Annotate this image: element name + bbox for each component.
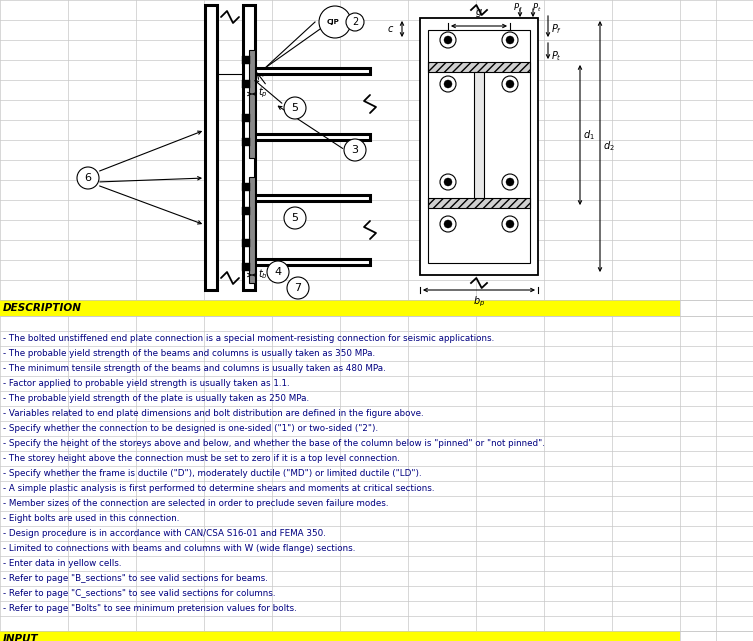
Circle shape — [440, 76, 456, 92]
Bar — [249, 50, 255, 158]
Circle shape — [444, 178, 452, 186]
Circle shape — [502, 32, 518, 48]
Bar — [474, 72, 484, 198]
Text: - The storey height above the connection must be set to zero if it is a top leve: - The storey height above the connection… — [3, 454, 400, 463]
Text: $t_b$: $t_b$ — [258, 267, 268, 281]
Bar — [242, 114, 250, 122]
Text: - A simple plastic analysis is first performed to determine shears and moments a: - A simple plastic analysis is first per… — [3, 484, 434, 493]
Bar — [242, 80, 250, 88]
Text: $g$: $g$ — [475, 7, 483, 19]
Bar — [428, 62, 530, 72]
Text: $P_f$: $P_f$ — [551, 22, 562, 36]
Bar — [249, 177, 255, 283]
Circle shape — [344, 139, 366, 161]
Text: - The bolted unstiffened end plate connection is a special moment-resisting conn: - The bolted unstiffened end plate conne… — [3, 334, 494, 343]
Bar — [242, 207, 250, 215]
Text: $P_t$: $P_t$ — [551, 49, 562, 63]
Text: 2: 2 — [352, 17, 358, 27]
Text: 3: 3 — [352, 145, 358, 155]
Text: CJP: CJP — [327, 19, 340, 25]
Circle shape — [444, 36, 452, 44]
Text: $c$: $c$ — [387, 24, 394, 34]
Circle shape — [506, 80, 514, 88]
Circle shape — [440, 174, 456, 190]
Circle shape — [502, 76, 518, 92]
Text: $P_t$: $P_t$ — [532, 2, 541, 15]
Circle shape — [287, 277, 309, 299]
Bar — [242, 263, 250, 271]
Circle shape — [284, 97, 306, 119]
Bar — [255, 195, 370, 201]
Circle shape — [267, 261, 289, 283]
Circle shape — [77, 167, 99, 189]
Text: - Refer to page "Bolts" to see minimum pretension values for bolts.: - Refer to page "Bolts" to see minimum p… — [3, 604, 297, 613]
Circle shape — [440, 32, 456, 48]
Bar — [0, 300, 680, 316]
Circle shape — [506, 36, 514, 44]
Text: $d_2$: $d_2$ — [603, 140, 614, 153]
Bar — [255, 68, 370, 74]
Text: - Factor applied to probable yield strength is usually taken as 1.1.: - Factor applied to probable yield stren… — [3, 379, 290, 388]
Bar — [255, 259, 370, 265]
Circle shape — [284, 207, 306, 229]
Text: - Specify whether the connection to be designed is one-sided ("1") or two-sided : - Specify whether the connection to be d… — [3, 424, 378, 433]
Circle shape — [444, 220, 452, 228]
Text: - The probable yield strength of the plate is usually taken as 250 MPa.: - The probable yield strength of the pla… — [3, 394, 309, 403]
Bar — [205, 5, 217, 290]
Text: 7: 7 — [294, 283, 301, 293]
Text: 4: 4 — [274, 267, 282, 277]
Text: - The probable yield strength of the beams and columns is usually taken as 350 M: - The probable yield strength of the bea… — [3, 349, 375, 358]
Text: $t_p$: $t_p$ — [258, 86, 268, 100]
Circle shape — [346, 13, 364, 31]
Text: - Enter data in yellow cells.: - Enter data in yellow cells. — [3, 559, 121, 568]
Text: - Variables related to end plate dimensions and bolt distribution are defined in: - Variables related to end plate dimensi… — [3, 409, 424, 418]
Circle shape — [502, 174, 518, 190]
Text: - Design procedure is in accordance with CAN/CSA S16-01 and FEMA 350.: - Design procedure is in accordance with… — [3, 529, 326, 538]
Bar — [255, 134, 370, 140]
Text: 5: 5 — [291, 213, 298, 223]
Bar — [242, 138, 250, 146]
Bar — [0, 631, 680, 641]
Bar — [243, 5, 255, 290]
Circle shape — [502, 216, 518, 232]
Circle shape — [440, 216, 456, 232]
Bar — [242, 183, 250, 191]
Circle shape — [444, 80, 452, 88]
Text: 5: 5 — [291, 103, 298, 113]
Bar — [242, 56, 250, 64]
Text: - Refer to page "C_sections" to see valid sections for columns.: - Refer to page "C_sections" to see vali… — [3, 589, 276, 598]
Bar — [242, 239, 250, 247]
Text: DESCRIPTION: DESCRIPTION — [3, 303, 82, 313]
Text: - Specify the height of the storeys above and below, and whether the base of the: - Specify the height of the storeys abov… — [3, 439, 545, 448]
Circle shape — [319, 6, 351, 38]
Circle shape — [506, 178, 514, 186]
Bar — [420, 18, 538, 275]
Circle shape — [506, 220, 514, 228]
Text: - Member sizes of the connection are selected in order to preclude seven failure: - Member sizes of the connection are sel… — [3, 499, 389, 508]
Text: $b_p$: $b_p$ — [473, 295, 485, 310]
Text: - Limited to connections with beams and columns with W (wide flange) sections.: - Limited to connections with beams and … — [3, 544, 355, 553]
Text: $d_1$: $d_1$ — [583, 128, 595, 142]
Bar — [428, 198, 530, 208]
Text: - Specify whether the frame is ductile ("D"), moderately ductile ("MD") or limit: - Specify whether the frame is ductile (… — [3, 469, 422, 478]
Text: 6: 6 — [84, 173, 92, 183]
Text: - Eight bolts are used in this connection.: - Eight bolts are used in this connectio… — [3, 514, 179, 523]
Text: $P_f$: $P_f$ — [513, 2, 523, 15]
Bar — [428, 30, 530, 263]
Text: INPUT: INPUT — [3, 634, 38, 641]
Text: - The minimum tensile strength of the beams and columns is usually taken as 480 : - The minimum tensile strength of the be… — [3, 364, 386, 373]
Text: - Refer to page "B_sections" to see valid sections for beams.: - Refer to page "B_sections" to see vali… — [3, 574, 268, 583]
